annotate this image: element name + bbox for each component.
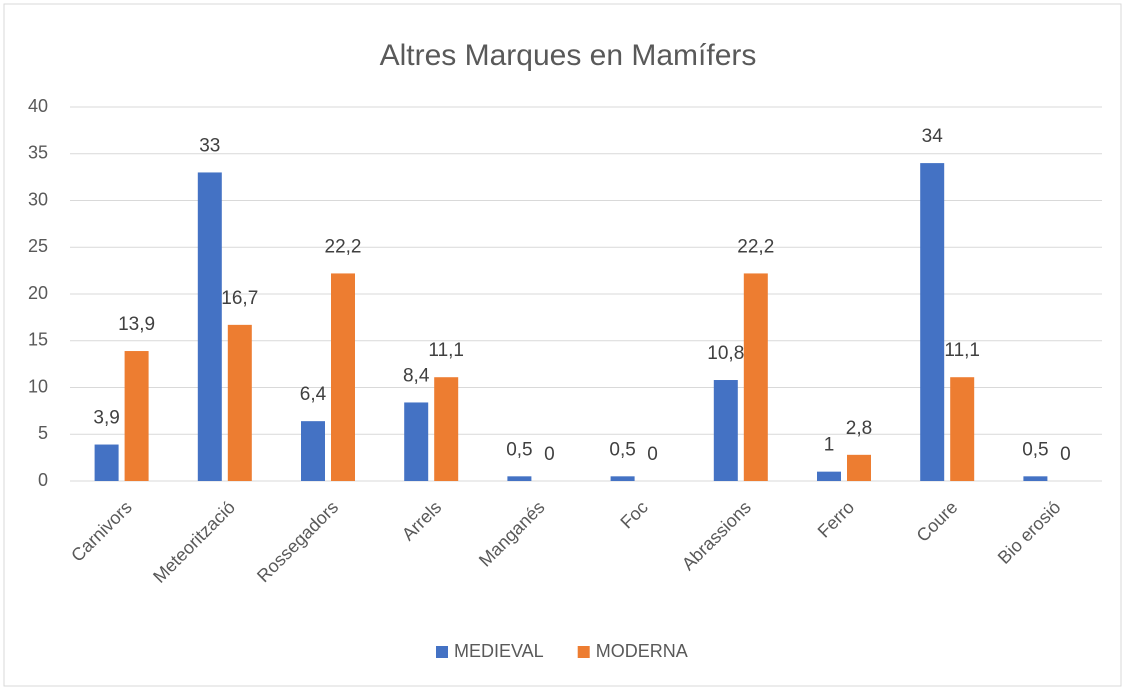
bar: [197, 172, 222, 481]
bar: [1023, 476, 1048, 481]
y-tick-label: 5: [38, 423, 48, 443]
bar: [404, 402, 429, 481]
legend-label: MODERNA: [596, 641, 688, 661]
data-label: 1: [824, 435, 835, 456]
y-tick-label: 25: [28, 236, 48, 256]
data-label: 34: [922, 126, 944, 147]
data-label: 22,2: [737, 236, 774, 257]
data-label: 0: [544, 444, 555, 465]
bar: [94, 444, 119, 481]
y-tick-label: 15: [28, 330, 48, 350]
data-label: 3,9: [93, 408, 119, 429]
data-label: 2,8: [846, 418, 872, 439]
bar: [713, 380, 738, 481]
data-label: 0: [1060, 444, 1071, 465]
y-tick-label: 40: [28, 96, 48, 116]
bar: [743, 273, 768, 481]
bar: [434, 377, 459, 481]
bar: [124, 351, 149, 481]
bar: [331, 273, 355, 481]
bar: [950, 377, 975, 481]
data-label: 0,5: [609, 439, 635, 460]
data-label: 11,1: [944, 340, 980, 361]
y-tick-label: 10: [28, 376, 48, 396]
bar: [301, 421, 325, 481]
legend-label: MEDIEVAL: [454, 641, 544, 661]
bar: [227, 324, 252, 481]
y-tick-label: 0: [38, 470, 48, 490]
y-tick-label: 20: [28, 283, 48, 303]
data-label: 33: [199, 135, 220, 156]
legend-swatch: [436, 646, 448, 658]
data-label: 10,8: [707, 343, 744, 364]
bar: [920, 163, 945, 481]
bar: [817, 471, 841, 481]
y-tick-label: 35: [28, 143, 48, 163]
y-tick-label: 30: [28, 189, 48, 209]
chart-title: Altres Marques en Mamífers: [380, 39, 757, 72]
data-label: 22,2: [325, 236, 362, 257]
legend-swatch: [577, 646, 590, 658]
data-label: 16,7: [221, 288, 258, 309]
bar: [847, 454, 871, 481]
data-label: 6,4: [300, 384, 327, 405]
data-label: 8,4: [403, 365, 430, 386]
data-label: 0: [647, 444, 658, 465]
bar: [507, 476, 532, 481]
data-label: 0,5: [506, 439, 532, 460]
data-label: 13,9: [118, 314, 155, 335]
data-label: 0,5: [1022, 439, 1048, 460]
data-label: 11,1: [428, 340, 464, 361]
bar: [610, 476, 635, 481]
